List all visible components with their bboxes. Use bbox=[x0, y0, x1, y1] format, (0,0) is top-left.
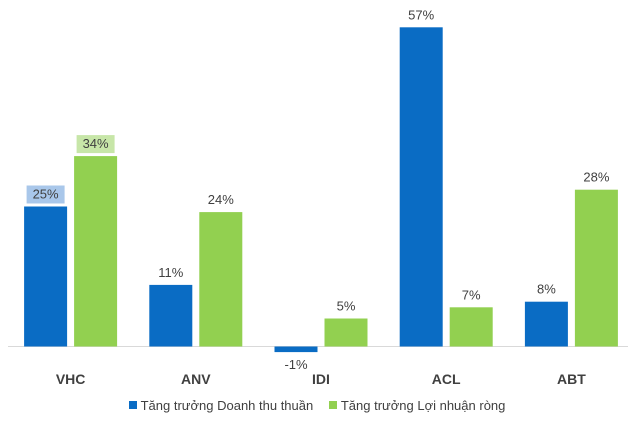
legend-label-profit: Tăng trưởng Lợi nhuận ròng bbox=[340, 398, 506, 413]
data-label-abt-series-1: 28% bbox=[583, 170, 609, 185]
legend: Tăng trưởng Doanh thu thuần Tăng trưởng … bbox=[0, 398, 634, 413]
legend-item-revenue: Tăng trưởng Doanh thu thuần bbox=[128, 398, 314, 413]
category-label-abt: ABT bbox=[557, 371, 586, 387]
category-label-anv: ANV bbox=[181, 371, 211, 387]
bar-idi-series-1 bbox=[324, 318, 368, 347]
data-label-bg-vhc-series-1 bbox=[76, 135, 115, 154]
data-label-idi-series-0: -1% bbox=[284, 357, 308, 372]
data-label-idi-series-1: 5% bbox=[337, 299, 356, 314]
bar-abt-series-0 bbox=[524, 301, 568, 347]
bar-vhc-series-0 bbox=[24, 206, 68, 347]
data-label-vhc-series-1: 34% bbox=[83, 136, 109, 151]
data-label-anv-series-1: 24% bbox=[208, 192, 234, 207]
category-label-idi: IDI bbox=[312, 371, 330, 387]
category-label-vhc: VHC bbox=[56, 371, 86, 387]
bar-chart: 25% 34% 11% 24% -1% 5% 57% 7% 8% 28% VHC ANV IDI ACL… bbox=[8, 7, 628, 387]
data-label-anv-series-0: 11% bbox=[158, 265, 183, 280]
bars-group bbox=[24, 27, 618, 353]
bar-acl-series-1 bbox=[449, 307, 493, 347]
bar-abt-series-1 bbox=[574, 189, 618, 347]
data-labels-group: 25% 34% 11% 24% -1% 5% 57% 7% 8% 28% bbox=[26, 7, 610, 372]
bar-anv-series-0 bbox=[149, 284, 193, 347]
data-label-acl-series-1: 7% bbox=[462, 287, 481, 302]
category-labels-group: VHC ANV IDI ACL ABT bbox=[56, 371, 586, 387]
bar-vhc-series-1 bbox=[74, 156, 118, 347]
legend-label-revenue: Tăng trưởng Doanh thu thuần bbox=[140, 398, 314, 413]
data-label-abt-series-0: 8% bbox=[537, 282, 556, 297]
bar-acl-series-0 bbox=[399, 27, 443, 347]
legend-swatch-profit bbox=[328, 401, 337, 409]
bar-anv-series-1 bbox=[199, 212, 243, 347]
bar-idi-series-0 bbox=[274, 346, 318, 353]
data-label-acl-series-0: 57% bbox=[408, 7, 434, 22]
legend-item-profit: Tăng trưởng Lợi nhuận ròng bbox=[328, 398, 506, 413]
data-label-bg-vhc-series-0 bbox=[26, 185, 65, 204]
category-label-acl: ACL bbox=[432, 371, 461, 387]
legend-swatch-revenue bbox=[128, 401, 137, 409]
data-label-vhc-series-0: 25% bbox=[33, 187, 59, 202]
